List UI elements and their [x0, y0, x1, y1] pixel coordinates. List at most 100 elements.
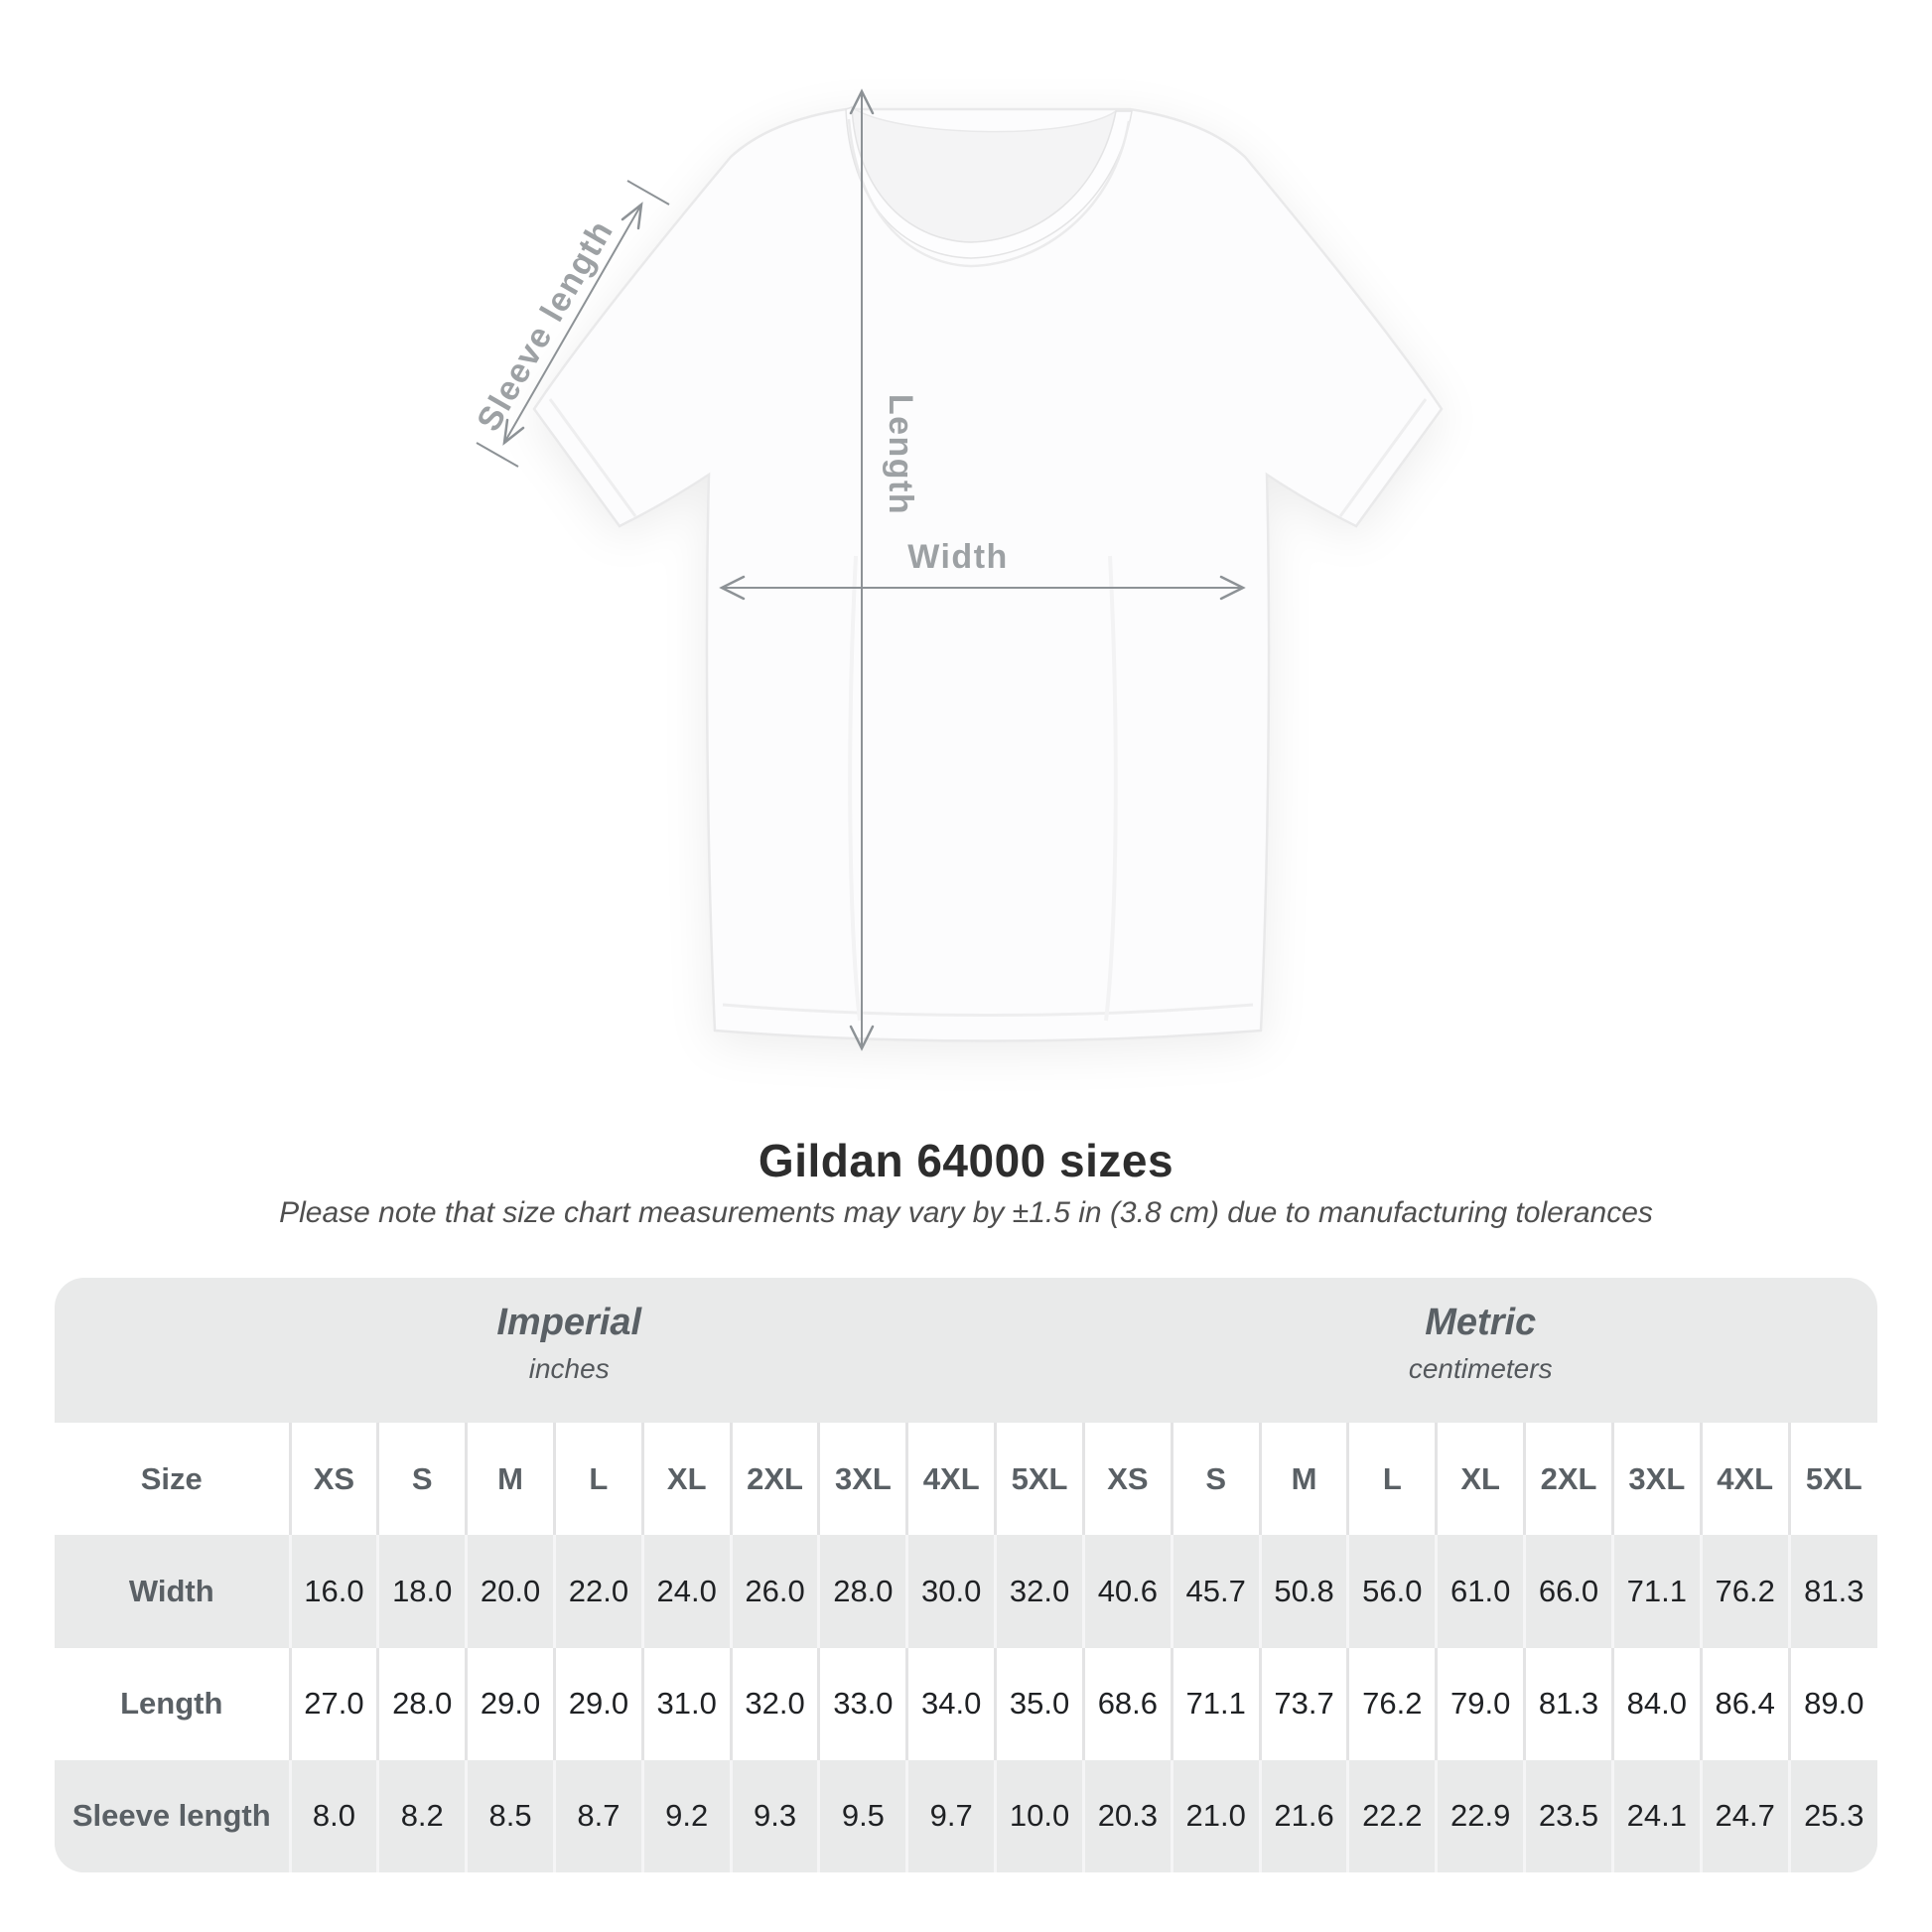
row-label-width: Width: [55, 1535, 290, 1648]
tshirt-diagram: Sleeve length Length Width: [470, 88, 1444, 1051]
value-cell-imperial-2xl: 26.0: [729, 1535, 819, 1648]
value-cell-metric-l: 56.0: [1346, 1535, 1437, 1648]
value-cell-imperial-4xl: 30.0: [905, 1535, 996, 1648]
imperial-group-label: Imperial: [496, 1302, 642, 1343]
metric-group-unit: centimeters: [1408, 1353, 1553, 1384]
value-cell-imperial-m: 8.5: [465, 1759, 555, 1872]
metric-group-label: Metric: [1425, 1302, 1537, 1343]
value-cell-metric-4xl: 24.7: [1699, 1759, 1790, 1872]
value-cell-imperial-s: 28.0: [376, 1647, 467, 1760]
width-dimension-arrow: [719, 575, 1246, 601]
length-row: Length 27.0 28.0 29.0 29.0 31.0 32.0 33.0 34.0 3…: [55, 1647, 1877, 1760]
size-table: Imperial inches Metric centimeters Size …: [55, 1278, 1877, 1872]
size-col-metric-s: S: [1170, 1423, 1261, 1536]
value-cell-imperial-m: 29.0: [465, 1647, 555, 1760]
value-cell-metric-4xl: 86.4: [1699, 1647, 1790, 1760]
value-cell-imperial-5xl: 35.0: [994, 1647, 1084, 1760]
value-cell-imperial-xs: 8.0: [288, 1759, 378, 1872]
value-cell-imperial-xl: 31.0: [640, 1647, 732, 1760]
value-cell-imperial-m: 20.0: [465, 1535, 555, 1648]
size-header-row: Size XS S M L XL 2XL 3XL 4XL 5XL XS S M L XL 2XL 3XL 4XL…: [55, 1423, 1877, 1536]
value-cell-metric-2xl: 66.0: [1523, 1535, 1613, 1648]
size-col-metric-3xl: 3XL: [1610, 1423, 1702, 1536]
value-cell-metric-5xl: 81.3: [1787, 1535, 1877, 1648]
size-col-imperial-xl: XL: [640, 1423, 732, 1536]
value-cell-metric-xl: 22.9: [1435, 1759, 1525, 1872]
value-cell-metric-m: 73.7: [1258, 1647, 1348, 1760]
value-cell-imperial-2xl: 32.0: [729, 1647, 819, 1760]
width-row: Width 16.0 18.0 20.0 22.0 24.0 26.0 28.0 30.0 32…: [55, 1535, 1877, 1648]
value-cell-imperial-xl: 24.0: [640, 1535, 732, 1648]
tshirt-illustration: [532, 105, 1444, 1042]
size-col-imperial-s: S: [376, 1423, 467, 1536]
size-corner-label: Size: [55, 1423, 290, 1536]
value-cell-imperial-4xl: 9.7: [905, 1759, 996, 1872]
imperial-group-unit: inches: [528, 1353, 610, 1384]
value-cell-imperial-4xl: 34.0: [905, 1647, 996, 1760]
value-cell-metric-xs: 68.6: [1081, 1647, 1173, 1760]
size-col-imperial-2xl: 2XL: [729, 1423, 819, 1536]
size-col-metric-l: L: [1346, 1423, 1437, 1536]
sleeve-dimension-arrow: [476, 180, 670, 468]
row-label-length: Length: [55, 1647, 290, 1760]
collar-stitch: [847, 118, 1131, 268]
page-title: Gildan 64000 sizes: [758, 1135, 1174, 1186]
collar-band: [845, 105, 1133, 259]
value-cell-imperial-5xl: 32.0: [994, 1535, 1084, 1648]
value-cell-imperial-s: 18.0: [376, 1535, 467, 1648]
value-cell-metric-l: 76.2: [1346, 1647, 1437, 1760]
crease-left: [848, 555, 862, 1022]
value-cell-metric-l: 22.2: [1346, 1759, 1437, 1872]
value-cell-imperial-l: 29.0: [552, 1647, 643, 1760]
value-cell-imperial-3xl: 9.5: [817, 1759, 907, 1872]
row-label-sleeve: Sleeve length: [55, 1759, 290, 1872]
value-cell-metric-3xl: 71.1: [1610, 1535, 1702, 1648]
value-cell-metric-xs: 40.6: [1081, 1535, 1173, 1648]
value-cell-imperial-l: 22.0: [552, 1535, 643, 1648]
tolerance-note: Please note that size chart measurements…: [279, 1196, 1653, 1229]
size-col-imperial-m: M: [465, 1423, 555, 1536]
value-cell-metric-s: 45.7: [1170, 1535, 1261, 1648]
right-sleeve-stitch: [1338, 398, 1428, 517]
value-cell-metric-m: 21.6: [1258, 1759, 1348, 1872]
metric-group-header: Metric centimeters: [1083, 1278, 1877, 1423]
value-cell-imperial-xs: 27.0: [288, 1647, 378, 1760]
length-label: Length: [882, 394, 919, 515]
imperial-group-header: Imperial inches: [55, 1278, 1083, 1423]
length-dimension-arrow: [849, 88, 875, 1051]
value-cell-metric-5xl: 89.0: [1787, 1647, 1877, 1760]
value-cell-imperial-3xl: 28.0: [817, 1535, 907, 1648]
value-cell-imperial-3xl: 33.0: [817, 1647, 907, 1760]
value-cell-metric-4xl: 76.2: [1699, 1535, 1790, 1648]
size-col-metric-5xl: 5XL: [1787, 1423, 1877, 1536]
size-col-imperial-l: L: [552, 1423, 643, 1536]
value-cell-metric-3xl: 84.0: [1610, 1647, 1702, 1760]
value-cell-metric-m: 50.8: [1258, 1535, 1348, 1648]
value-cell-imperial-5xl: 10.0: [994, 1759, 1084, 1872]
hem-stitch: [722, 1003, 1254, 1017]
width-label: Width: [907, 538, 1009, 576]
value-cell-imperial-xs: 16.0: [288, 1535, 378, 1648]
size-table-card: Imperial inches Metric centimeters Size …: [55, 1278, 1877, 1872]
size-col-metric-xl: XL: [1435, 1423, 1525, 1536]
size-col-metric-xs: XS: [1081, 1423, 1173, 1536]
value-cell-metric-xs: 20.3: [1081, 1759, 1173, 1872]
value-cell-metric-s: 71.1: [1170, 1647, 1261, 1760]
crease-right: [1104, 555, 1118, 1022]
sleeve-row: Sleeve length 8.0 8.2 8.5 8.7 9.2 9.3 9.5 9.7 10…: [55, 1759, 1877, 1872]
value-cell-metric-2xl: 23.5: [1523, 1759, 1613, 1872]
value-cell-metric-xl: 79.0: [1435, 1647, 1525, 1760]
value-cell-metric-2xl: 81.3: [1523, 1647, 1613, 1760]
size-col-imperial-5xl: 5XL: [994, 1423, 1084, 1536]
value-cell-metric-5xl: 25.3: [1787, 1759, 1877, 1872]
tshirt-body: [532, 107, 1444, 1042]
left-sleeve-stitch: [548, 398, 637, 517]
value-cell-imperial-s: 8.2: [376, 1759, 467, 1872]
size-col-metric-4xl: 4XL: [1699, 1423, 1790, 1536]
value-cell-metric-s: 21.0: [1170, 1759, 1261, 1872]
unit-group-row: Imperial inches Metric centimeters: [55, 1278, 1877, 1423]
value-cell-imperial-xl: 9.2: [640, 1759, 732, 1872]
value-cell-metric-3xl: 24.1: [1610, 1759, 1702, 1872]
size-col-metric-2xl: 2XL: [1523, 1423, 1613, 1536]
